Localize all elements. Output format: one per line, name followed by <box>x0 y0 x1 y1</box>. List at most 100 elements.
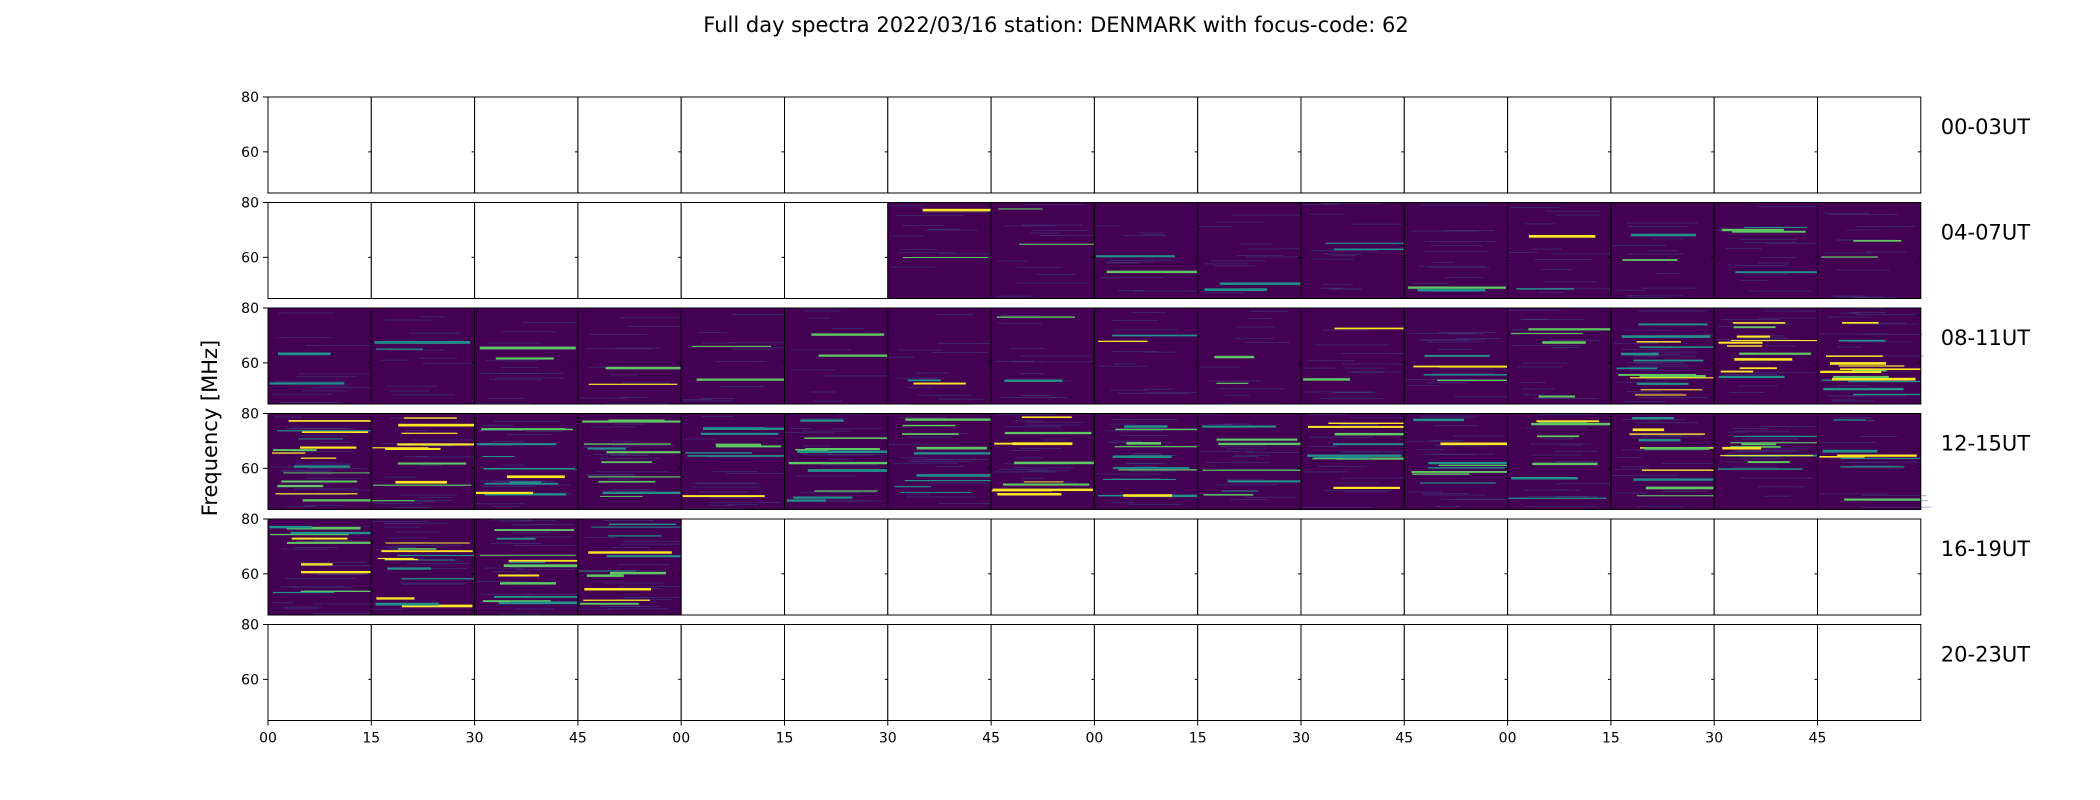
noise-streak <box>1246 256 1307 258</box>
interference-band <box>1820 370 1882 373</box>
interference-band <box>273 591 335 594</box>
x-tick-label: 15 <box>776 731 794 747</box>
interference-band <box>1325 242 1405 244</box>
interference-band <box>475 491 533 495</box>
interference-band <box>1840 466 1905 468</box>
interference-band <box>904 480 992 482</box>
panel-background <box>577 519 682 615</box>
interference-band <box>1642 469 1715 471</box>
interference-band <box>1307 454 1402 457</box>
spectrum-panel <box>1300 518 1405 616</box>
spectrum-panel <box>267 413 387 510</box>
noise-streak <box>1134 466 1159 467</box>
noise-streak <box>1127 462 1162 464</box>
noise-streak <box>521 520 557 521</box>
noise-streak <box>1410 230 1479 232</box>
noise-streak <box>506 434 553 436</box>
spectrum-panel <box>784 518 889 616</box>
noise-streak <box>1731 357 1757 359</box>
noise-streak <box>491 571 531 572</box>
interference-band <box>1542 341 1586 344</box>
spectrum-panel <box>474 202 579 299</box>
spectrum-panel <box>267 202 372 299</box>
panel-background <box>991 202 1095 299</box>
noise-streak <box>1635 422 1699 424</box>
noise-streak <box>1418 265 1486 267</box>
panel-background <box>1507 624 1611 721</box>
noise-streak <box>1226 478 1264 480</box>
noise-streak <box>708 504 735 506</box>
interference-band <box>1114 446 1198 448</box>
noise-streak <box>277 337 331 338</box>
noise-streak <box>1512 345 1581 346</box>
noise-streak <box>1827 395 1866 397</box>
interference-band <box>1413 365 1508 368</box>
noise-streak <box>420 316 445 318</box>
noise-streak <box>1236 255 1284 256</box>
panel-background <box>371 519 475 615</box>
x-tick-label: 15 <box>362 731 380 747</box>
noise-streak <box>422 445 453 447</box>
noise-streak <box>1099 365 1147 367</box>
noise-streak <box>1406 385 1440 386</box>
noise-streak <box>388 537 428 539</box>
interference-band <box>301 563 333 566</box>
noise-streak <box>475 403 532 404</box>
interference-band <box>1313 457 1373 459</box>
row-label: 08-11UT <box>1941 326 2030 350</box>
noise-streak <box>926 459 988 460</box>
noise-streak <box>409 332 461 334</box>
interference-band <box>916 446 987 450</box>
noise-streak <box>938 503 1000 504</box>
spectrum-panel <box>680 413 797 510</box>
interference-band <box>291 537 348 540</box>
noise-streak <box>709 456 782 458</box>
noise-streak <box>1621 466 1649 468</box>
interference-band <box>1216 438 1298 441</box>
noise-streak <box>1440 499 1506 500</box>
spectrum-panel <box>680 518 786 616</box>
interference-band <box>1735 271 1818 274</box>
noise-streak <box>891 266 936 268</box>
noise-streak <box>1239 243 1273 245</box>
spectrum-panel <box>1197 96 1302 194</box>
noise-streak <box>1127 503 1183 505</box>
interference-band <box>1427 467 1508 469</box>
noise-streak <box>890 462 958 464</box>
interference-band <box>1621 335 1711 338</box>
noise-streak <box>1846 395 1907 397</box>
noise-streak <box>1231 456 1259 457</box>
noise-streak <box>1757 317 1819 319</box>
row-label: 12-15UT <box>1941 432 2030 456</box>
interference-band <box>1424 354 1490 357</box>
noise-streak <box>810 391 837 393</box>
noise-streak <box>1342 363 1414 365</box>
spectrum-panel <box>1093 307 1213 405</box>
noise-streak <box>1845 229 1880 231</box>
panel-background <box>784 97 888 193</box>
spectrum-panel <box>887 202 992 299</box>
interference-band <box>583 443 671 445</box>
noise-streak <box>1244 342 1291 343</box>
noise-streak <box>1019 448 1062 449</box>
panel-background <box>1094 308 1198 404</box>
interference-band <box>1227 480 1301 483</box>
panel-background <box>474 308 578 404</box>
panel-background <box>887 97 992 193</box>
interference-band <box>403 417 457 419</box>
noise-streak <box>1553 489 1581 491</box>
noise-streak <box>1411 283 1449 284</box>
noise-streak <box>1197 226 1233 228</box>
noise-streak <box>1862 495 1927 497</box>
noise-streak <box>1739 238 1798 240</box>
noise-streak <box>1430 440 1465 442</box>
noise-streak <box>1019 395 1052 396</box>
noise-streak <box>908 436 952 438</box>
noise-streak <box>384 319 434 321</box>
interference-band <box>1722 446 1762 450</box>
noise-streak <box>906 459 953 461</box>
panel-background <box>1094 202 1198 299</box>
noise-streak <box>1028 470 1070 472</box>
noise-streak <box>712 471 758 473</box>
noise-streak <box>313 613 380 614</box>
